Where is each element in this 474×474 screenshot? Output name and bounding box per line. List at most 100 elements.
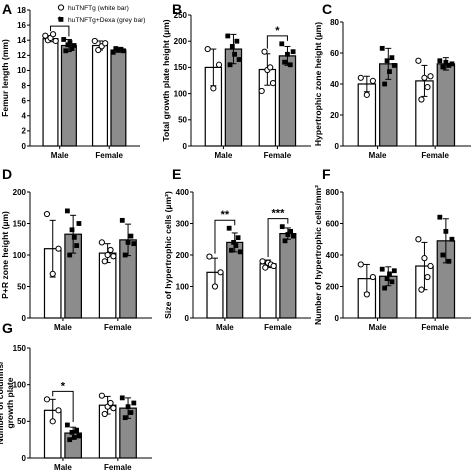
y-tick-label: 400 bbox=[176, 188, 190, 197]
significance-bracket bbox=[49, 25, 70, 37]
data-point-square bbox=[449, 236, 455, 242]
data-point-circle bbox=[262, 264, 269, 271]
data-point-circle bbox=[369, 273, 376, 281]
data-point-circle bbox=[110, 405, 117, 412]
bar-grey bbox=[110, 49, 127, 147]
y-tick-label: 60 bbox=[330, 49, 339, 58]
bar-grey bbox=[60, 44, 77, 147]
y-tick-label: 50 bbox=[17, 417, 26, 426]
data-point-square bbox=[76, 433, 82, 439]
panel-letter: D bbox=[2, 166, 12, 182]
data-point-circle bbox=[415, 236, 422, 243]
y-tick-label: 40 bbox=[330, 80, 339, 89]
significance-bracket bbox=[214, 219, 236, 254]
category-label: Male bbox=[54, 323, 72, 332]
legend-marker-circle bbox=[57, 4, 65, 11]
data-point-circle bbox=[49, 270, 56, 277]
data-point-square bbox=[232, 51, 237, 57]
data-point-square bbox=[279, 41, 285, 47]
data-point-square bbox=[285, 51, 290, 57]
data-point-square bbox=[74, 427, 80, 433]
significance-bracket bbox=[267, 218, 289, 258]
data-point-square bbox=[285, 232, 291, 237]
data-point-square bbox=[122, 415, 128, 421]
data-point-circle bbox=[363, 91, 370, 98]
legend: huTNFTg (white bar) huTNFTg+Dexa (grey ba… bbox=[57, 4, 146, 24]
data-point-square bbox=[387, 271, 392, 277]
data-point-square bbox=[128, 410, 134, 415]
y-tick-label: 0 bbox=[22, 454, 27, 463]
data-point-square bbox=[236, 57, 242, 62]
y-tick-label: 0 bbox=[22, 142, 27, 151]
data-point-square bbox=[113, 46, 119, 51]
y-tick-label: 6 bbox=[22, 96, 27, 105]
data-point-square bbox=[237, 249, 243, 255]
panel-g: G Number of columns/growth plate 0 50 100 150… bbox=[0, 320, 152, 472]
y-tick-label: 150 bbox=[13, 344, 27, 353]
data-point-square bbox=[282, 59, 288, 65]
category-label: Female bbox=[95, 151, 123, 160]
category-label: Male bbox=[369, 151, 387, 160]
panel-f: F Number of hypertrophic cells/mm² 0 200 400… bbox=[313, 166, 471, 332]
data-point-circle bbox=[101, 258, 108, 265]
data-point-circle bbox=[91, 37, 98, 45]
data-point-circle bbox=[363, 291, 370, 298]
y-tick-label: 150 bbox=[174, 63, 188, 72]
data-point-circle bbox=[421, 255, 428, 262]
y-axis-label: Hypertrophic zone height (µm) bbox=[313, 22, 323, 146]
y-tick-label: 300 bbox=[176, 219, 190, 228]
panel-letter: C bbox=[322, 1, 332, 17]
data-point-circle bbox=[204, 45, 211, 53]
data-point-square bbox=[234, 38, 240, 44]
data-point-circle bbox=[210, 85, 217, 92]
data-point-square bbox=[391, 268, 397, 274]
data-point-circle bbox=[211, 283, 219, 290]
data-point-square bbox=[69, 429, 75, 435]
y-tick-label: 80 bbox=[330, 18, 339, 27]
data-point-square bbox=[443, 59, 449, 65]
data-point-circle bbox=[424, 84, 431, 91]
y-tick-label: 0 bbox=[335, 142, 340, 151]
y-tick-label: 50 bbox=[17, 282, 26, 291]
y-axis-label: Number of hypertrophic cells/mm² bbox=[313, 185, 323, 325]
category-label: Female bbox=[104, 323, 132, 332]
data-point-circle bbox=[418, 286, 425, 293]
data-point-square bbox=[71, 43, 77, 48]
data-point-circle bbox=[98, 239, 105, 246]
data-point-circle bbox=[49, 418, 56, 425]
data-point-square bbox=[76, 221, 82, 226]
data-point-circle bbox=[43, 396, 51, 403]
data-point-square bbox=[128, 233, 134, 239]
data-point-square bbox=[437, 58, 443, 64]
y-tick-label: 50 bbox=[178, 116, 187, 125]
data-point-square bbox=[69, 227, 75, 233]
y-axis-label-line: Number of columns/ bbox=[0, 361, 5, 445]
y-tick-label: 800 bbox=[326, 188, 340, 197]
y-tick-label: 150 bbox=[13, 219, 27, 228]
legend-marker-square bbox=[58, 17, 64, 22]
y-axis-label: Femur length (mm) bbox=[0, 39, 10, 117]
data-point-square bbox=[290, 49, 296, 55]
data-point-square bbox=[379, 45, 385, 51]
legend-label: huTNFTg+Dexa (grey bar) bbox=[68, 17, 146, 24]
category-label: Male bbox=[51, 151, 69, 160]
data-point-circle bbox=[107, 246, 114, 254]
data-point-square bbox=[69, 46, 75, 51]
y-tick-label: 100 bbox=[13, 380, 27, 389]
category-label: Male bbox=[216, 323, 234, 332]
category-label: Female bbox=[264, 151, 292, 160]
data-point-circle bbox=[357, 261, 364, 268]
data-point-square bbox=[225, 33, 231, 39]
data-point-square bbox=[119, 217, 125, 223]
data-point-circle bbox=[421, 74, 428, 81]
data-point-square bbox=[384, 58, 390, 64]
y-tick-label: 16 bbox=[17, 21, 26, 30]
panel-d: D P+R zone height (µm) 0 50 100 150 200 Male Fem… bbox=[0, 166, 152, 332]
y-tick-label: 12 bbox=[17, 51, 26, 60]
data-point-square bbox=[384, 276, 390, 282]
data-point-square bbox=[287, 62, 293, 68]
y-tick-label: 200 bbox=[174, 37, 188, 46]
data-point-circle bbox=[95, 46, 102, 54]
data-point-circle bbox=[415, 57, 422, 64]
